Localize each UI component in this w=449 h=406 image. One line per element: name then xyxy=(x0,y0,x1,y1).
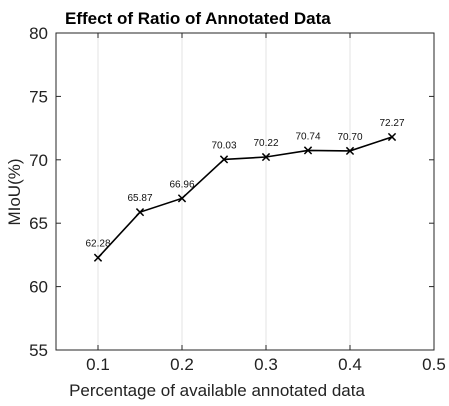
x-axis-label: Percentage of available annotated data xyxy=(69,381,365,400)
data-point-marker xyxy=(135,208,145,217)
data-label: 70.70 xyxy=(337,132,362,143)
data-label: 70.22 xyxy=(253,138,278,149)
marker-stroke xyxy=(261,152,271,162)
data-point-marker xyxy=(177,194,187,203)
data-label: 66.96 xyxy=(169,179,194,190)
chart-title: Effect of Ratio of Annotated Data xyxy=(65,9,331,28)
y-tick-label: 55 xyxy=(29,341,48,360)
data-point-marker xyxy=(261,152,271,162)
marker-stroke xyxy=(177,194,187,203)
x-tick-label: 0.4 xyxy=(338,355,362,374)
y-tick-label: 65 xyxy=(29,214,48,233)
data-label: 70.74 xyxy=(295,131,320,142)
data-label: 62.28 xyxy=(85,239,110,250)
x-tick-label: 0.5 xyxy=(422,355,446,374)
y-tick-label: 80 xyxy=(29,24,48,43)
data-label: 72.27 xyxy=(379,118,404,129)
x-tick-label: 0.1 xyxy=(86,355,110,374)
data-point-marker xyxy=(387,132,397,142)
marker-stroke xyxy=(93,253,103,262)
marker-stroke xyxy=(303,146,313,155)
series-line xyxy=(97,136,393,259)
marker-stroke xyxy=(345,146,355,156)
marker-stroke xyxy=(387,132,397,142)
data-point-marker xyxy=(219,155,229,164)
data-label: 65.87 xyxy=(127,193,152,204)
series xyxy=(93,132,397,262)
data-label: 70.03 xyxy=(211,140,236,151)
y-tick-label: 70 xyxy=(29,151,48,170)
marker-stroke xyxy=(219,155,229,164)
grid xyxy=(97,33,435,350)
y-axis-label: MIoU(%) xyxy=(5,158,24,225)
ticks: 0.1 0.2 0.3 0.4 0.5 55 60 65 70 75 80 xyxy=(29,24,446,374)
y-tick-label: 75 xyxy=(29,87,48,106)
data-point-marker xyxy=(345,146,355,156)
x-tick-label: 0.2 xyxy=(170,355,194,374)
data-labels: 62.28 65.87 66.96 70.03 70.22 70.74 70.70 72.27 xyxy=(85,118,404,250)
data-point-marker xyxy=(93,253,103,262)
x-tick-label: 0.3 xyxy=(254,355,278,374)
data-point-marker xyxy=(303,146,313,155)
marker-stroke xyxy=(135,208,145,217)
y-tick-label: 60 xyxy=(29,278,48,297)
plot-frame xyxy=(55,32,435,351)
